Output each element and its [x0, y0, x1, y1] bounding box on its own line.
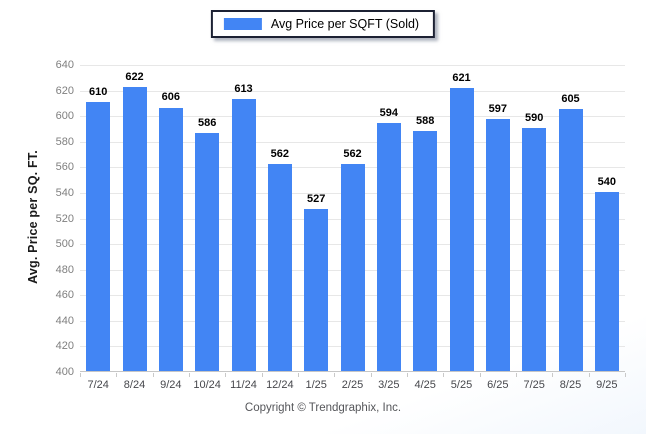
bar-1/25: [304, 208, 329, 371]
bar-value-label: 594: [379, 106, 399, 119]
x-tick-mark: [334, 373, 336, 377]
x-tick-label: 3/25: [378, 379, 400, 391]
y-tick-label: 560: [55, 161, 74, 174]
bar-value-label: 540: [597, 175, 617, 188]
x-tick-mark: [516, 373, 517, 377]
y-tick-label: 620: [55, 84, 74, 97]
gridline: [80, 116, 625, 118]
bar-value-label: 622: [125, 71, 144, 84]
y-tick-label: 540: [55, 186, 74, 199]
x-tick-mark: [625, 373, 626, 377]
x-tick-label: 9/25: [596, 379, 618, 391]
y-tick-label: 500: [55, 238, 74, 251]
x-tick-mark: [225, 373, 227, 377]
gridline: [80, 90, 625, 92]
bar-value-label: 527: [306, 192, 326, 205]
x-tick-mark: [588, 373, 590, 377]
legend-swatch-icon: [223, 18, 262, 30]
y-tick-label: 520: [55, 212, 74, 225]
x-tick-mark: [116, 373, 118, 377]
copyright-text: Copyright © Trendgraphix, Inc.: [244, 402, 402, 414]
x-tick-mark: [552, 373, 554, 377]
bar-value-label: 610: [88, 86, 108, 99]
x-tick-label: 12/24: [266, 379, 294, 391]
bar-4/25: [413, 130, 438, 371]
x-tick-label: 7/24: [87, 379, 109, 391]
y-tick-label: 400: [55, 366, 74, 378]
x-tick-mark: [370, 373, 372, 377]
y-tick-label: 600: [55, 110, 74, 123]
y-tick-label: 640: [55, 59, 74, 71]
bar-7/25: [522, 127, 547, 371]
bar-value-label: 590: [524, 111, 544, 124]
bar-8/25: [558, 108, 583, 371]
x-tick-label: 5/25: [450, 379, 473, 391]
bar-value-label: 597: [488, 103, 508, 115]
bar-10/24: [195, 133, 220, 371]
x-tick-label: 8/24: [123, 379, 146, 391]
bar-value-label: 605: [561, 92, 580, 105]
y-tick-label: 440: [55, 314, 74, 327]
x-tick-label: 7/25: [523, 379, 545, 391]
bar-7/24: [86, 102, 111, 371]
bar-value-label: 588: [415, 114, 435, 127]
gridline: [80, 141, 625, 143]
x-tick-label: 6/25: [487, 379, 509, 391]
plot-area: [80, 65, 625, 372]
bar-value-label: 606: [161, 91, 181, 104]
bar-5/25: [449, 88, 474, 371]
bar-value-label: 613: [234, 82, 253, 95]
legend-label: Avg Price per SQFT (Sold): [270, 17, 420, 31]
bar-value-label: 621: [452, 72, 471, 85]
y-tick-label: 460: [55, 289, 74, 302]
bar-3/25: [376, 122, 401, 371]
bar-6/25: [485, 119, 510, 371]
x-tick-mark: [189, 373, 190, 377]
bar-value-label: 562: [343, 147, 362, 160]
x-tick-label: 8/25: [559, 379, 582, 391]
y-tick-label: 420: [55, 340, 74, 353]
bar-12/24: [267, 163, 292, 371]
gridline: [80, 65, 625, 66]
bar-9/24: [158, 107, 183, 371]
bar-value-label: 586: [197, 117, 217, 130]
x-tick-mark: [261, 373, 263, 377]
x-tick-label: 10/24: [193, 379, 221, 391]
bar-2/25: [340, 163, 365, 371]
x-tick-label: 11/24: [230, 379, 257, 391]
x-tick-mark: [298, 373, 299, 377]
bar-11/24: [231, 98, 256, 371]
x-tick-mark: [152, 373, 154, 377]
bar-9/25: [594, 191, 619, 371]
x-tick-mark: [407, 373, 408, 377]
x-tick-mark: [80, 373, 81, 377]
bar-8/24: [122, 87, 147, 371]
x-tick-label: 4/25: [414, 379, 436, 391]
x-tick-label: 9/24: [160, 379, 182, 391]
bar-value-label: 562: [270, 147, 290, 160]
x-tick-mark: [479, 373, 481, 377]
y-tick-label: 480: [55, 263, 74, 276]
y-tick-label: 580: [55, 135, 74, 148]
x-tick-label: 1/25: [305, 379, 327, 391]
x-tick-label: 2/25: [341, 379, 364, 391]
x-tick-mark: [443, 373, 445, 377]
legend: Avg Price per SQFT (Sold): [210, 10, 436, 38]
